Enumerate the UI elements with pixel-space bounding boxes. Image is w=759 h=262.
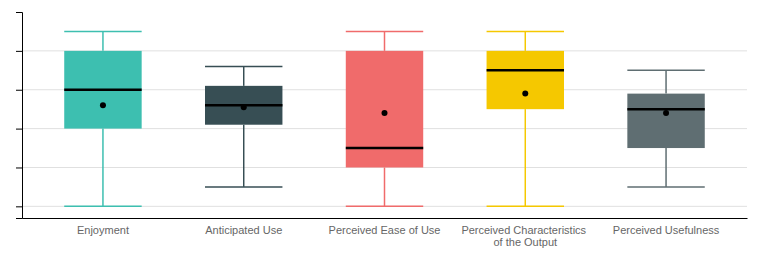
y-tick-mark (16, 129, 22, 130)
x-tick-label-line: of the Output (493, 236, 557, 248)
grid (22, 51, 747, 206)
upper-whisker (384, 31, 386, 50)
y-tick (16, 51, 22, 52)
lower-cap (627, 186, 704, 188)
median (487, 69, 564, 72)
y-tick (16, 167, 22, 168)
x-tick-label: Enjoyment (77, 224, 129, 236)
median (64, 88, 141, 91)
x-tick: Enjoyment (77, 224, 129, 236)
box (487, 31, 564, 206)
y-tick (16, 90, 22, 91)
x-axis: Enjoyment Anticipated Use Perceived Ease o… (23, 219, 748, 249)
x-tick-label-line: Perceived Ease of Use (329, 224, 441, 236)
mean (382, 110, 388, 116)
upper-cap (627, 70, 704, 72)
x-tick-label: Perceived Characteristics of the Output (461, 224, 589, 249)
box-body (487, 51, 564, 109)
mean (522, 91, 528, 97)
lower-cap (205, 186, 282, 188)
lower-whisker (525, 109, 527, 206)
lower-whisker (102, 129, 104, 207)
upper-whisker (102, 31, 104, 50)
y-tick-mark (16, 206, 22, 207)
chart: Enjoyment Anticipated Use Perceived Ease o… (0, 0, 759, 262)
lower-whisker (665, 148, 667, 187)
plot: Enjoyment Anticipated Use Perceived Ease o… (16, 13, 748, 249)
lower-whisker (384, 167, 386, 206)
box-body (346, 51, 423, 168)
y-tick-mark (16, 167, 22, 168)
x-tick-label-line: Perceived Usefulness (613, 224, 720, 236)
box-body (205, 86, 282, 125)
upper-whisker (525, 31, 527, 50)
x-tick: Perceived Characteristics of the Output (461, 224, 589, 249)
box (346, 31, 423, 206)
x-tick-label: Perceived Usefulness (613, 224, 720, 236)
upper-cap (205, 66, 282, 68)
median (346, 147, 423, 150)
lower-cap (64, 206, 141, 208)
y-tick-mark (16, 51, 22, 52)
upper-whisker (665, 70, 667, 93)
y-axis (16, 13, 23, 219)
x-tick: Perceived Ease of Use (329, 224, 441, 236)
mean (241, 104, 247, 110)
x-tick-label-line: Enjoyment (77, 224, 129, 236)
x-tick-label-line: Perceived Characteristics (461, 224, 589, 236)
box (205, 66, 282, 186)
mean (663, 110, 669, 116)
boxes (64, 31, 705, 206)
y-tick (16, 129, 22, 130)
box-body (627, 94, 704, 148)
lower-cap (487, 206, 564, 208)
x-tick-label: Anticipated Use (205, 224, 282, 236)
lower-whisker (243, 125, 245, 187)
lower-cap (346, 206, 423, 208)
upper-cap (487, 31, 564, 33)
mean (100, 102, 106, 108)
y-tick (16, 206, 22, 207)
box (627, 70, 704, 187)
median (627, 108, 704, 111)
x-tick-label-line: Anticipated Use (205, 224, 282, 236)
upper-cap (346, 31, 423, 33)
y-tick-mark (16, 90, 22, 91)
grid-line (22, 206, 747, 207)
x-tick: Anticipated Use (205, 224, 282, 236)
x-axis-line (23, 218, 748, 219)
box (64, 31, 141, 206)
y-axis-line (16, 13, 23, 219)
box-body (64, 51, 141, 129)
x-tick: Perceived Usefulness (613, 224, 720, 236)
x-tick-label: Perceived Ease of Use (329, 224, 441, 236)
upper-cap (64, 31, 141, 33)
upper-whisker (243, 66, 245, 85)
